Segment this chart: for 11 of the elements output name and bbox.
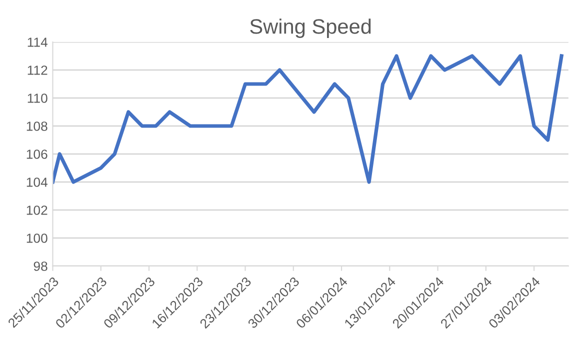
line-series [52, 54, 564, 184]
y-tick-label: 98 [34, 262, 48, 271]
y-tick-label: 110 [28, 94, 48, 103]
y-tick-label: 104 [26, 178, 48, 187]
y-tick-label: 100 [26, 234, 48, 243]
y-tick-label: 112 [28, 66, 48, 75]
chart-title: Swing Speed [250, 18, 371, 38]
y-tick-label: 114 [28, 38, 48, 47]
y-tick-label: 106 [26, 150, 48, 159]
y-tick-label: 108 [26, 122, 48, 131]
y-tick-label: 102 [26, 206, 48, 215]
